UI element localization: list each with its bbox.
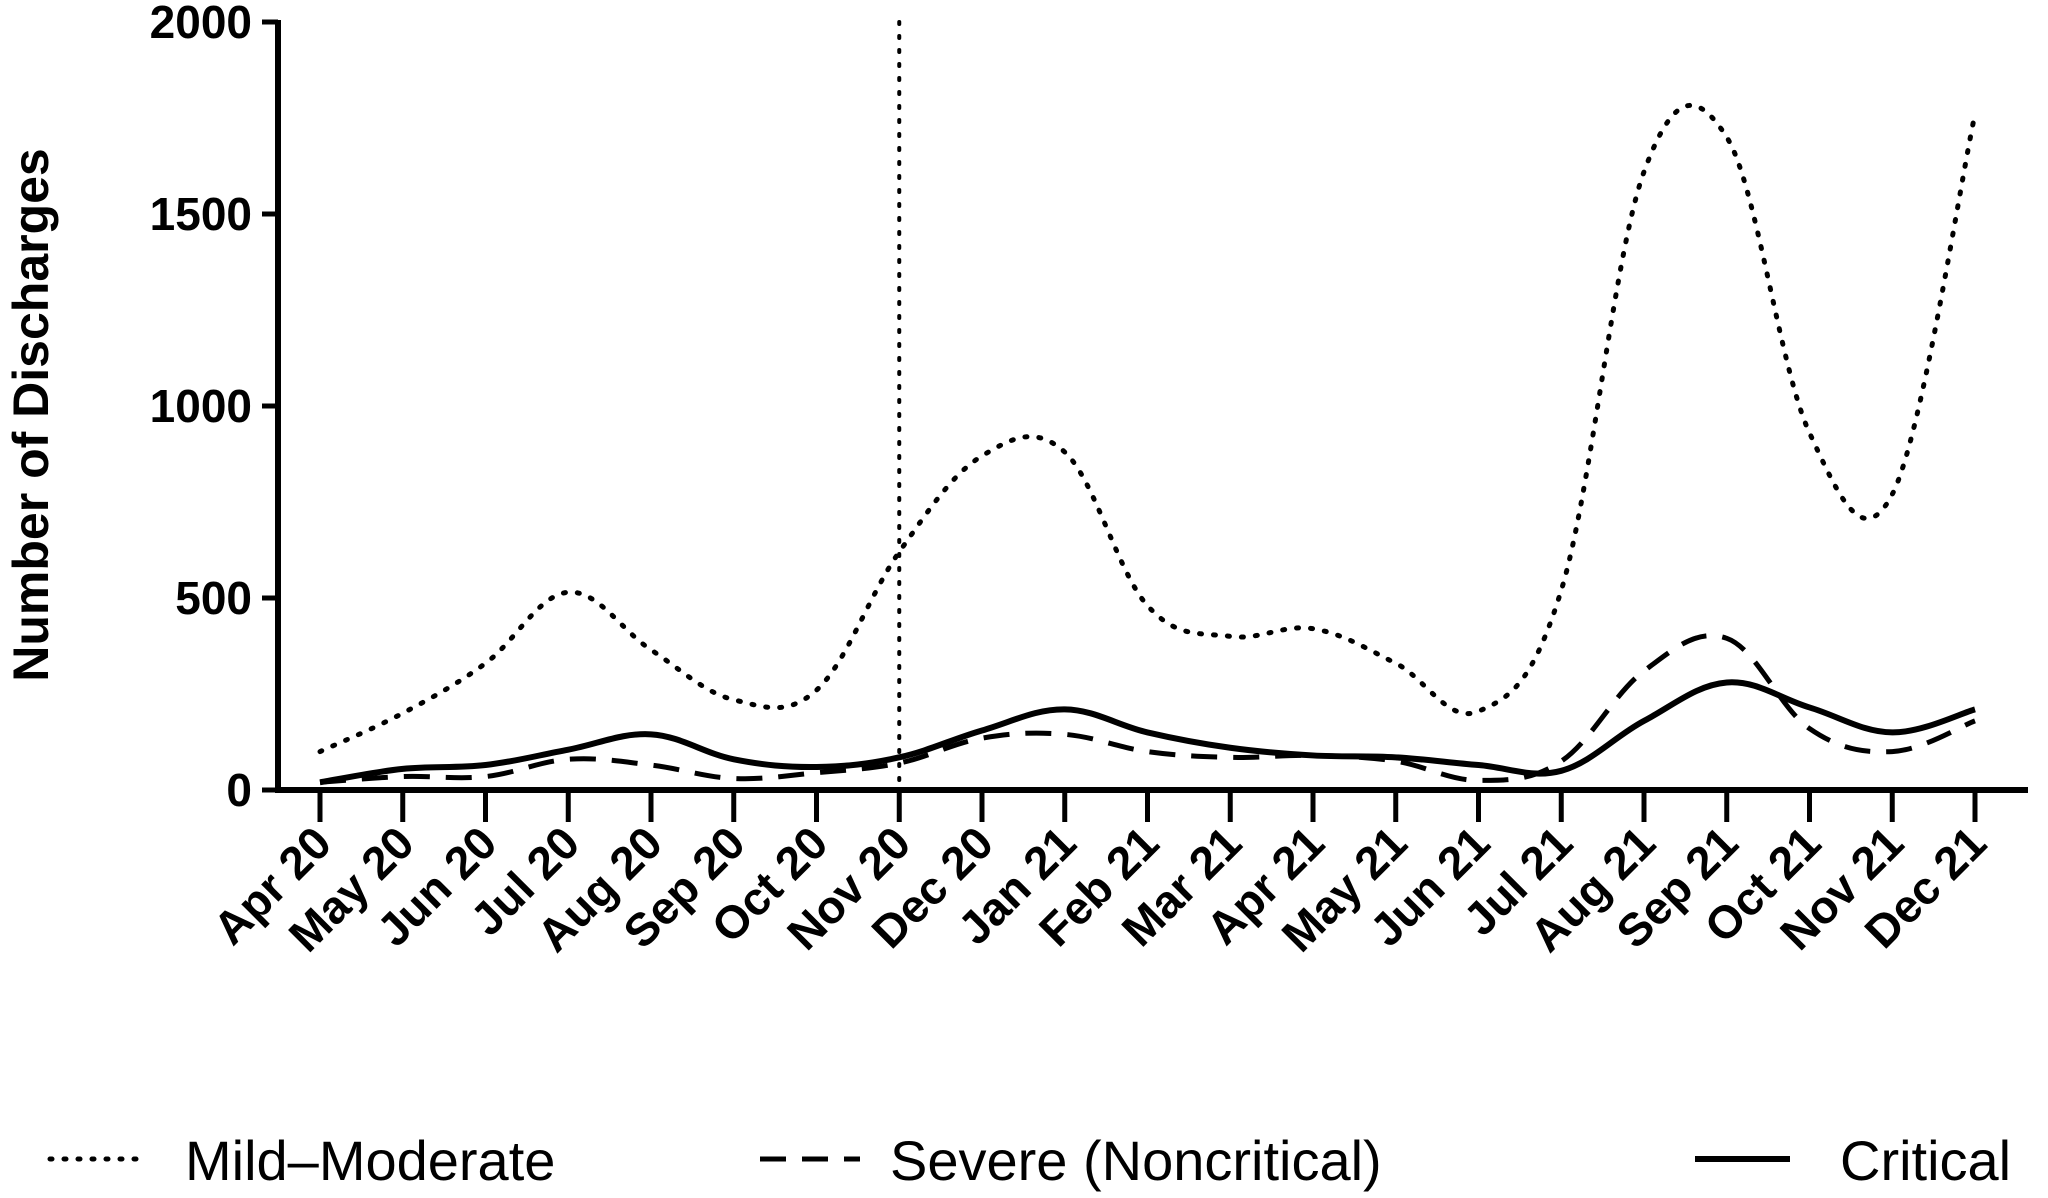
series-lines bbox=[317, 103, 1978, 786]
y-tick-label: 2000 bbox=[150, 0, 252, 48]
y-tick-label: 500 bbox=[175, 572, 252, 624]
y-tick-label: 1000 bbox=[150, 380, 252, 432]
legend-label: Severe (Noncritical) bbox=[890, 1129, 1382, 1192]
y-axis-ticks: 0 500 1000 1500 2000 bbox=[150, 0, 278, 816]
axes bbox=[275, 20, 2028, 793]
series-line-critical bbox=[319, 679, 1976, 786]
y-tick-label: 0 bbox=[226, 764, 252, 816]
legend-label: Mild–Moderate bbox=[185, 1129, 555, 1192]
series-line-severe-noncritical bbox=[319, 633, 1976, 785]
series-line-mild-moderate bbox=[317, 103, 1978, 755]
y-axis-title: Number of Discharges bbox=[3, 148, 59, 681]
legend-label: Critical bbox=[1840, 1129, 2011, 1192]
y-tick-label: 1500 bbox=[150, 188, 252, 240]
legend: Mild–Moderate Severe (Noncritical) Critica… bbox=[47, 1129, 2011, 1192]
